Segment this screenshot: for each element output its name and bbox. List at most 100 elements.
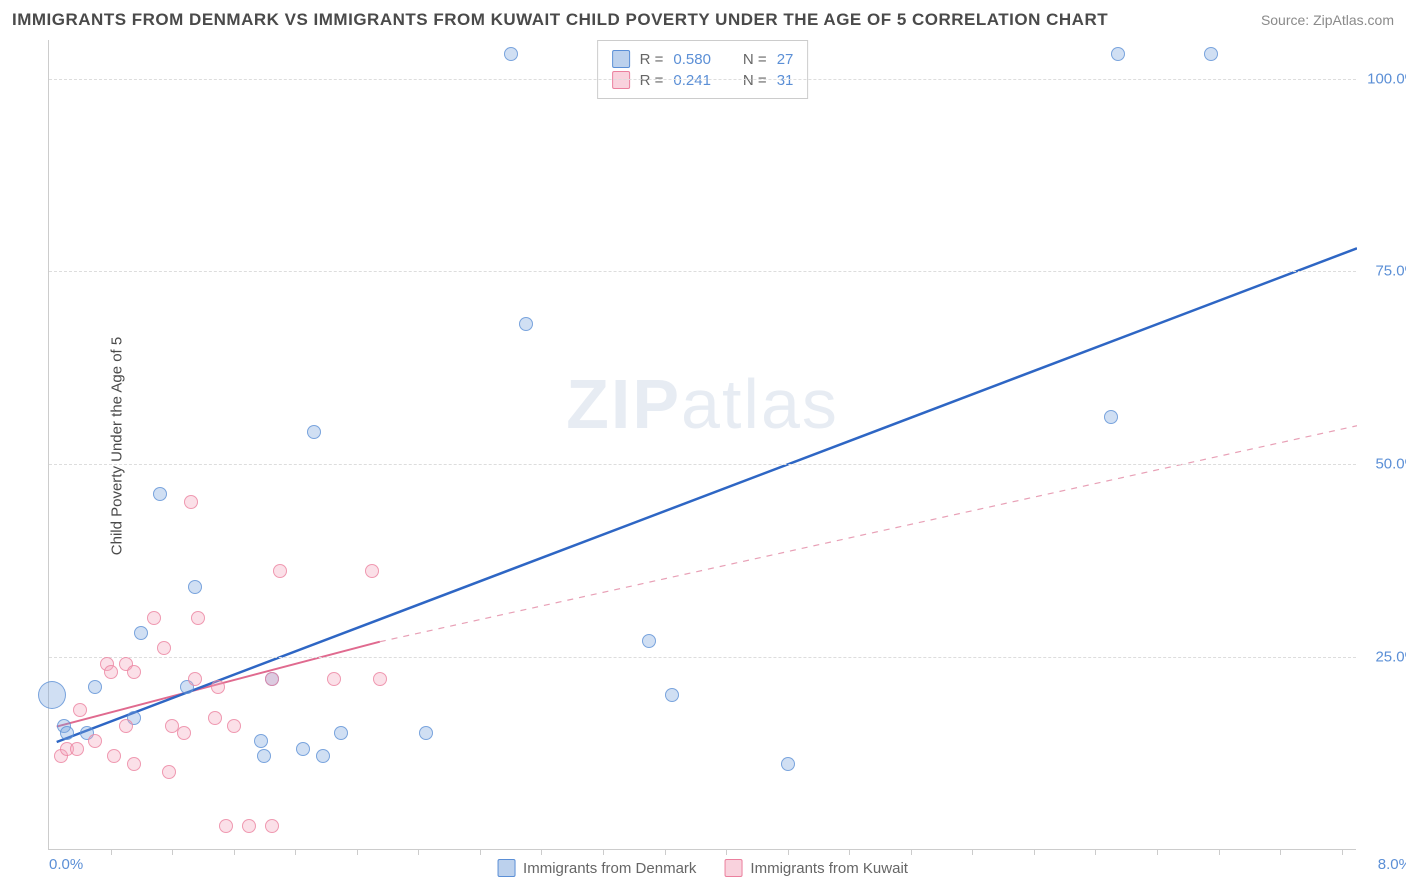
- stats-row-denmark: R = 0.580 N = 27: [612, 50, 794, 68]
- data-point: [227, 719, 241, 733]
- swatch-kuwait-icon: [724, 859, 742, 877]
- gridline: [49, 79, 1356, 80]
- data-point: [257, 749, 271, 763]
- data-point: [188, 672, 202, 686]
- data-point: [419, 726, 433, 740]
- data-point: [504, 47, 518, 61]
- data-point: [265, 672, 279, 686]
- x-tick: [603, 849, 604, 855]
- data-point: [265, 819, 279, 833]
- x-tick: [1095, 849, 1096, 855]
- data-point: [188, 580, 202, 594]
- x-tick: [541, 849, 542, 855]
- chart-title: IMMIGRANTS FROM DENMARK VS IMMIGRANTS FR…: [12, 10, 1108, 30]
- n-label: N =: [743, 51, 767, 68]
- x-tick: [972, 849, 973, 855]
- data-point: [88, 680, 102, 694]
- data-point: [296, 742, 310, 756]
- data-point: [242, 819, 256, 833]
- data-point: [373, 672, 387, 686]
- r-label: R =: [640, 72, 664, 89]
- data-point: [60, 726, 74, 740]
- n-value-kuwait: 31: [777, 72, 794, 89]
- data-point: [1204, 47, 1218, 61]
- gridline: [49, 271, 1356, 272]
- data-point: [327, 672, 341, 686]
- data-point: [307, 425, 321, 439]
- data-point: [147, 611, 161, 625]
- x-tick: [726, 849, 727, 855]
- x-axis-min-label: 0.0%: [49, 856, 83, 873]
- series-legend: Immigrants from Denmark Immigrants from …: [497, 859, 908, 877]
- data-point: [157, 641, 171, 655]
- x-tick: [418, 849, 419, 855]
- data-point: [177, 726, 191, 740]
- data-point: [104, 665, 118, 679]
- n-label: N =: [743, 72, 767, 89]
- watermark-atlas: atlas: [681, 365, 839, 443]
- chart-plot-area: ZIPatlas R = 0.580 N = 27 R = 0.241 N = …: [48, 40, 1356, 850]
- x-tick: [1280, 849, 1281, 855]
- x-tick: [234, 849, 235, 855]
- data-point: [365, 564, 379, 578]
- data-point: [1104, 410, 1118, 424]
- data-point: [273, 564, 287, 578]
- gridline: [49, 657, 1356, 658]
- data-point: [211, 680, 225, 694]
- data-point: [781, 757, 795, 771]
- swatch-denmark-icon: [612, 50, 630, 68]
- x-tick: [111, 849, 112, 855]
- x-tick: [1219, 849, 1220, 855]
- y-tick-label: 25.0%: [1375, 649, 1406, 666]
- data-point: [184, 495, 198, 509]
- watermark-zip: ZIP: [566, 365, 681, 443]
- data-point: [316, 749, 330, 763]
- data-point: [73, 703, 87, 717]
- x-tick: [1157, 849, 1158, 855]
- source-label: Source: ZipAtlas.com: [1261, 12, 1394, 28]
- x-tick: [1034, 849, 1035, 855]
- swatch-kuwait-icon: [612, 71, 630, 89]
- y-tick-label: 50.0%: [1375, 456, 1406, 473]
- data-point: [162, 765, 176, 779]
- legend-item-kuwait: Immigrants from Kuwait: [724, 859, 908, 877]
- watermark: ZIPatlas: [566, 364, 839, 444]
- data-point: [88, 734, 102, 748]
- x-tick: [788, 849, 789, 855]
- data-point: [153, 487, 167, 501]
- r-label: R =: [640, 51, 664, 68]
- swatch-denmark-icon: [497, 859, 515, 877]
- data-point: [665, 688, 679, 702]
- legend-item-denmark: Immigrants from Denmark: [497, 859, 696, 877]
- n-value-denmark: 27: [777, 51, 794, 68]
- data-point: [127, 757, 141, 771]
- x-tick: [665, 849, 666, 855]
- data-point: [334, 726, 348, 740]
- x-tick: [911, 849, 912, 855]
- x-tick: [1342, 849, 1343, 855]
- y-tick-label: 75.0%: [1375, 263, 1406, 280]
- stats-legend: R = 0.580 N = 27 R = 0.241 N = 31: [597, 40, 809, 99]
- data-point: [191, 611, 205, 625]
- data-point: [642, 634, 656, 648]
- x-axis-max-label: 8.0%: [1378, 856, 1406, 873]
- data-point: [38, 681, 66, 709]
- x-tick: [480, 849, 481, 855]
- data-point: [1111, 47, 1125, 61]
- data-point: [519, 317, 533, 331]
- data-point: [208, 711, 222, 725]
- data-point: [254, 734, 268, 748]
- legend-label-kuwait: Immigrants from Kuwait: [750, 860, 908, 877]
- data-point: [134, 626, 148, 640]
- x-tick: [295, 849, 296, 855]
- x-tick: [172, 849, 173, 855]
- data-point: [219, 819, 233, 833]
- r-value-denmark: 0.580: [673, 51, 711, 68]
- gridline: [49, 464, 1356, 465]
- trend-lines: [49, 40, 1357, 850]
- x-tick: [849, 849, 850, 855]
- legend-label-denmark: Immigrants from Denmark: [523, 860, 696, 877]
- r-value-kuwait: 0.241: [673, 72, 711, 89]
- data-point: [70, 742, 84, 756]
- y-tick-label: 100.0%: [1367, 70, 1406, 87]
